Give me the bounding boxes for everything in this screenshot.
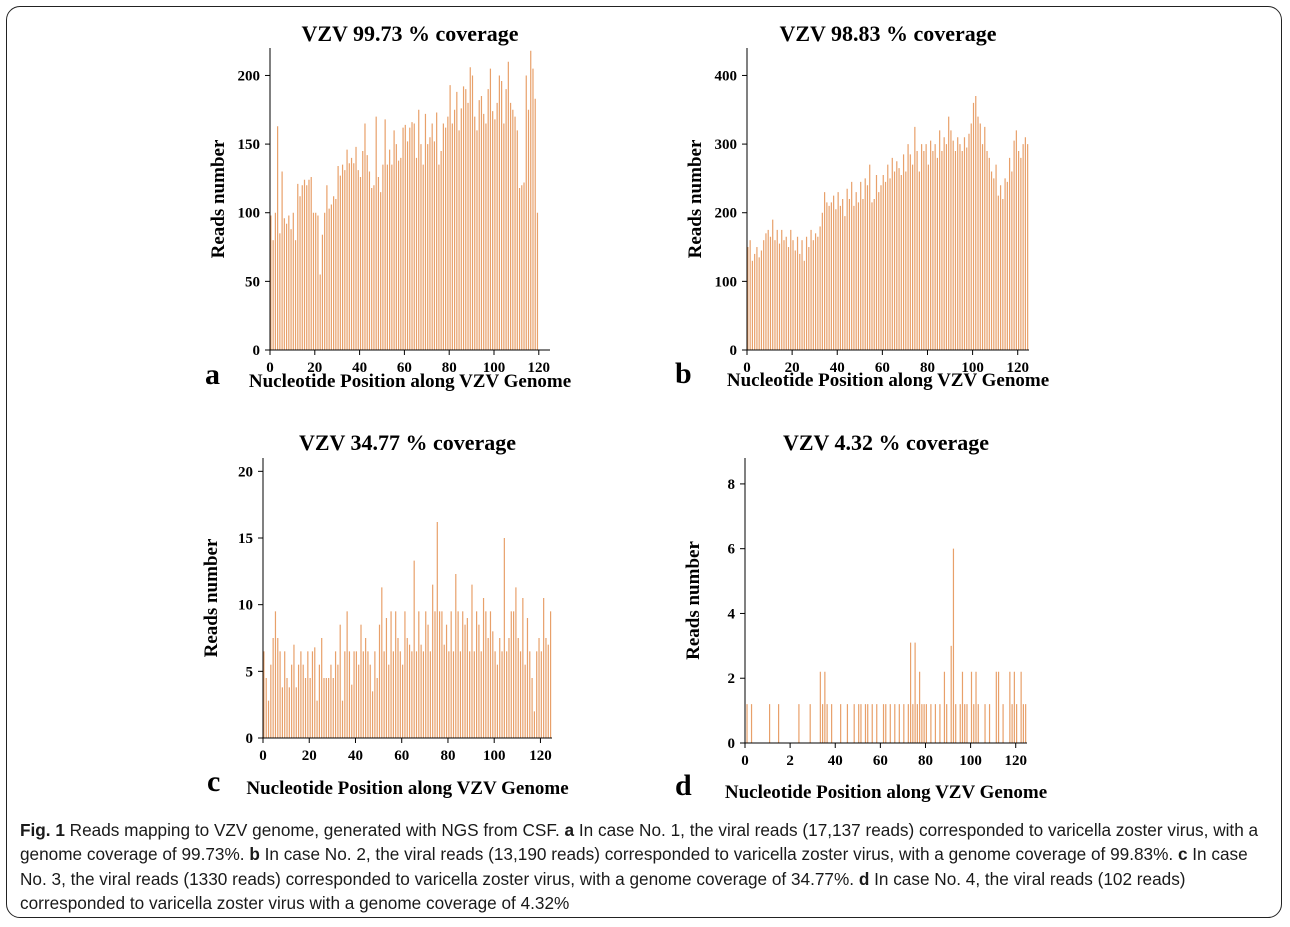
chart-svg-b: 0 100 200 300 400 0 20 40 60 80 100 120 VZV 98.83 % … [675,21,1049,391]
x-tick-label-a-100: 100 [483,360,506,376]
y-tick-label-c-20: 20 [238,464,253,480]
y-tick-label-a-100: 100 [238,206,261,222]
x-tick-label-c-60: 60 [394,748,409,764]
y-tick-label-b-200: 200 [715,206,738,222]
panel-letter-d: d [675,769,692,802]
x-tick-label-b-20: 20 [785,360,800,376]
chart-title-a: VZV 99.73 % coverage [301,21,518,46]
panel-letter-c: c [207,765,220,798]
y-tick-label-a-0: 0 [253,343,261,359]
caption-letter-b: b [249,844,260,865]
x-tick-label-d-0: 0 [741,753,749,769]
y-tick-label-b-100: 100 [715,274,738,290]
chart-panel-c: 0 5 10 15 20 0 20 40 60 80 100 120 VZV 34.77 % cover… [195,420,645,805]
caption-letter-d: d [858,868,870,889]
x-tick-label-d-80: 80 [918,753,933,769]
x-tick-label-d-40: 40 [828,753,843,769]
y-tick-label-d-4: 4 [728,606,736,622]
x-tick-label-d-20: 2 [786,753,794,769]
y-tick-label-a-200: 200 [238,68,261,84]
x-axis-label-c: Nucleotide Position along VZV Genome [246,778,568,799]
x-tick-label-b-0: 0 [743,360,751,376]
y-tick-label-b-0: 0 [730,343,738,359]
x-tick-label-c-80: 80 [440,748,455,764]
x-tick-label-d-120: 120 [1004,753,1027,769]
y-tick-label-b-400: 400 [715,68,738,84]
caption-text-a: In case No. 1, the viral reads (17,137 r… [20,820,1259,865]
y-tick-label-b-300: 300 [715,137,738,153]
caption-fig-label: Fig. 1 [20,820,65,840]
x-tick-label-d-60: 60 [873,753,888,769]
x-tick-label-a-20: 20 [307,360,322,376]
x-tick-label-c-20: 20 [302,748,317,764]
y-tick-label-a-50: 50 [245,274,260,290]
x-tick-label-c-100: 100 [483,748,506,764]
x-axis-label-b: Nucleotide Position along VZV Genome [727,370,1049,391]
y-tick-label-d-0: 0 [728,736,736,752]
x-tick-label-c-0: 0 [259,748,267,764]
y-axis-label-a: Reads number [208,139,229,258]
x-tick-label-a-60: 60 [397,360,412,376]
x-tick-label-a-120: 120 [528,360,551,376]
y-tick-label-c-0: 0 [246,731,254,747]
y-tick-label-a-150: 150 [238,137,261,153]
chart-panel-b: 0 100 200 300 400 0 20 40 60 80 100 120 VZV 98.83 % … [665,14,1115,394]
y-tick-label-c-5: 5 [246,664,254,680]
y-axis-label-c: Reads number [201,538,222,657]
chart-panel-a: 0 50 100 150 200 0 20 40 60 80 100 120 VZV 99.73 % c… [195,14,645,394]
y-tick-label-d-6: 6 [728,542,736,558]
y-tick-label-c-15: 15 [238,531,253,547]
y-tick-label-c-10: 10 [238,598,253,614]
x-axis-label-d: Nucleotide Position along VZV Genome [725,782,1047,803]
x-tick-label-c-40: 40 [348,748,363,764]
panel-letter-b: b [675,357,692,390]
x-tick-label-a-80: 80 [442,360,457,376]
x-tick-label-b-120: 120 [1006,360,1029,376]
chart-title-c: VZV 34.77 % coverage [299,430,516,455]
x-tick-label-c-120: 120 [529,748,552,764]
chart-svg-a: 0 50 100 150 200 0 20 40 60 80 100 120 VZV 99.73 % c… [205,21,571,392]
caption-text-d: In case No. 4, the viral reads (102 read… [20,868,1186,914]
x-tick-label-b-60: 60 [875,360,890,376]
caption-intro: Reads mapping to VZV genome, generated w… [64,820,565,840]
caption-text-c: In case No. 3, the viral reads (1330 rea… [20,844,1248,889]
x-tick-label-d-100: 100 [959,753,982,769]
x-tick-label-b-100: 100 [961,360,984,376]
chart-panel-d: 0 2 4 6 8 0 2 40 60 80 100 120 VZV 4.32 % coverage Re… [665,420,1115,805]
chart-title-b: VZV 98.83 % coverage [779,21,996,46]
chart-svg-c: 0 5 10 15 20 0 20 40 60 80 100 120 VZV 34.77 % cover… [201,430,569,799]
y-tick-label-d-2: 2 [728,671,736,687]
panel-letter-a: a [205,358,220,391]
x-tick-label-a-40: 40 [352,360,367,376]
x-axis-label-a: Nucleotide Position along VZV Genome [249,371,571,392]
chart-title-d: VZV 4.32 % coverage [783,430,989,455]
y-axis-label-d: Reads number [683,541,704,660]
x-tick-label-b-80: 80 [920,360,935,376]
y-axis-label-b: Reads number [685,139,706,258]
caption-letter-c: c [1177,844,1188,865]
caption-text-b: In case No. 2, the viral reads (13,190 r… [259,844,1178,865]
x-tick-label-b-40: 40 [830,360,845,376]
caption-letter-a: a [564,820,575,840]
x-tick-label-a-0: 0 [266,360,274,376]
figure-frame [6,6,1282,918]
figure-caption: Fig. 1 Reads mapping to VZV genome, gene… [20,818,1270,916]
y-tick-label-d-8: 8 [728,477,736,493]
